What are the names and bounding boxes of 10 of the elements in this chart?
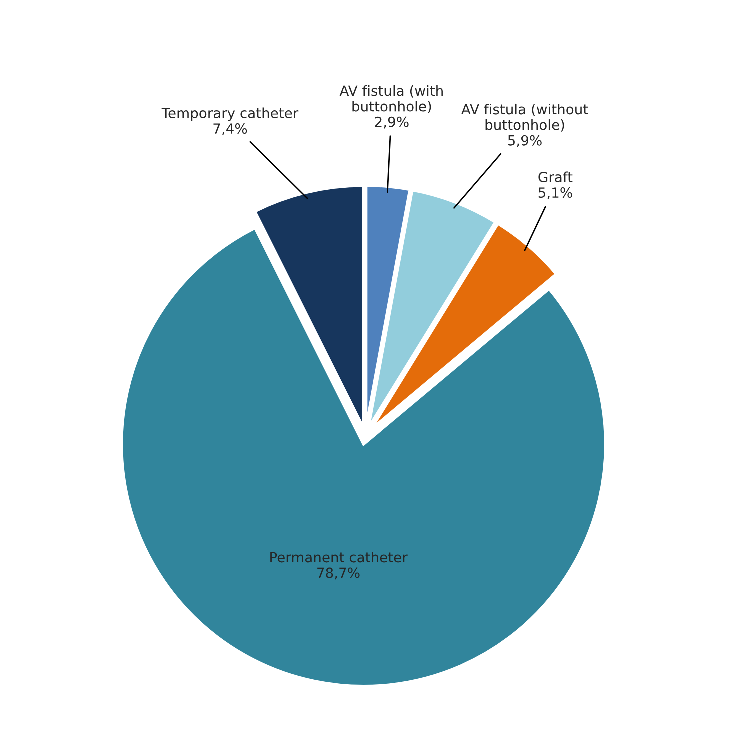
data-label: 7,4% [214, 124, 248, 136]
slice-label: Graft [538, 172, 573, 183]
data-label: 2,9% [375, 116, 409, 129]
data-label: 5,1% [538, 188, 572, 200]
data-label: 5,9% [508, 135, 542, 148]
slice-label: AV fistula (with buttonhole) [340, 85, 443, 114]
slice-label: AV fistula (without buttonhole) [462, 104, 588, 132]
data-label: 78,7% [318, 568, 360, 580]
slice-label: Permanent catheter [270, 552, 408, 563]
slice-label: Temporary catheter [162, 108, 299, 122]
